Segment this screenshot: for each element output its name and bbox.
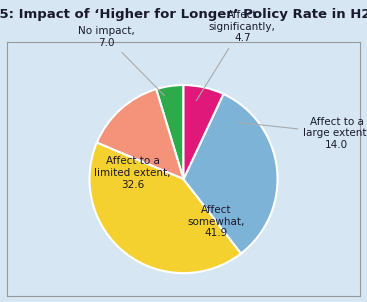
Text: Affect to a
limited extent,
32.6: Affect to a limited extent, 32.6	[94, 156, 171, 190]
Text: Affect
somewhat,
41.9: Affect somewhat, 41.9	[187, 205, 244, 238]
Wedge shape	[90, 143, 241, 273]
Wedge shape	[156, 85, 184, 179]
Text: Chart 5: Impact of ‘Higher for Longer’ Policy Rate in H2:2024: Chart 5: Impact of ‘Higher for Longer’ P…	[0, 8, 367, 21]
Wedge shape	[184, 94, 277, 253]
Text: No impact,
7.0: No impact, 7.0	[78, 26, 164, 95]
Wedge shape	[97, 89, 184, 179]
Text: Affect
significantly,
4.7: Affect significantly, 4.7	[196, 10, 276, 101]
Wedge shape	[184, 85, 224, 179]
Text: Affect to a
large extent,
14.0: Affect to a large extent, 14.0	[238, 117, 367, 150]
